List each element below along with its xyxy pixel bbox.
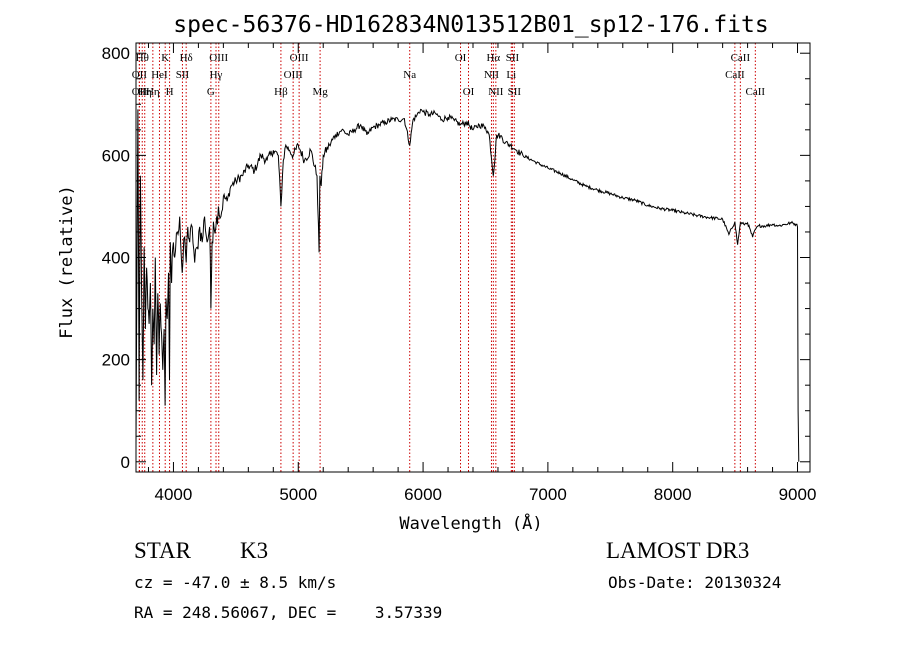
spectral-line-label: OIII: [284, 69, 303, 81]
flux-series-line: [135, 108, 800, 462]
spectral-line-label: OI: [463, 86, 475, 98]
spectral-line-label: NII: [484, 69, 500, 81]
chart-title: spec-56376-HD162834N013512B01_sp12-176.f…: [173, 12, 768, 38]
spectral-line-label: OII: [132, 69, 148, 81]
spectral-line-label: Hη: [138, 86, 152, 98]
spectral-line-labels: OIIOIIHθHηHηHeIKHSIIHδGHγOIIIHβOIIIOIIIM…: [132, 52, 766, 98]
x-axis-label: Wavelength (Å): [399, 512, 542, 534]
spectral-line-label: SII: [176, 69, 190, 81]
series-layer: [135, 108, 800, 462]
object-class: STAR: [134, 538, 191, 563]
plot-frame: [135, 42, 811, 473]
spectral-line-label: Hγ: [210, 69, 223, 81]
spectral-line-label: K: [161, 52, 169, 64]
survey-name: LAMOST DR3: [606, 538, 750, 563]
spectral-line-label: Hα: [486, 52, 500, 64]
x-tick-label: 4000: [155, 485, 193, 504]
x-tick-label: 8000: [654, 485, 692, 504]
spectral-line-label: NII: [488, 86, 504, 98]
x-tick-label: 9000: [779, 485, 817, 504]
spectral-line-label: SII: [508, 86, 522, 98]
spectral-line-label: SII: [506, 52, 520, 64]
spectral-line-label: CaII: [746, 86, 766, 98]
y-axis: 0 200 400 600 800: [102, 44, 810, 472]
spectral-line-label: OI: [455, 52, 467, 64]
redshift-cz: cz = -47.0 ± 8.5 km/s: [134, 573, 337, 592]
spectral-line-label: Li: [506, 69, 516, 81]
spectral-line-label: OII: [132, 86, 148, 98]
y-tick-label: 400: [102, 249, 130, 268]
x-axis: 4000 5000 6000 7000 8000 9000: [147, 43, 817, 504]
spectral-line-label: H: [166, 86, 174, 98]
spectral-line-label: HeI: [151, 69, 168, 81]
y-tick-label: 800: [102, 44, 130, 63]
object-subclass: K3: [240, 538, 269, 563]
spectral-line-label: G: [207, 86, 215, 98]
x-tick-label: 7000: [529, 485, 567, 504]
spectral-line-label: Na: [403, 69, 416, 81]
x-tick-label: 6000: [404, 485, 442, 504]
spectral-line-label: Hθ: [136, 52, 149, 64]
y-tick-label: 600: [102, 146, 130, 165]
spectral-line-label: OIII: [290, 52, 309, 64]
coordinates: RA = 248.56067, DEC = 3.57339: [134, 603, 443, 622]
spectral-line-label: CaII: [731, 52, 751, 64]
observation-date: Obs-Date: 20130324: [608, 573, 782, 592]
spectral-line-label: OIII: [209, 52, 228, 64]
spectral-line-label: Mg: [312, 86, 328, 98]
y-axis-label: Flux (relative): [57, 185, 77, 339]
spectral-line-label: Hη: [146, 86, 160, 98]
spectral-line-label: Hδ: [180, 52, 193, 64]
spectral-line-markers: [138, 43, 756, 472]
spectral-line-label: Hβ: [274, 86, 288, 98]
spectral-line-label: CaII: [725, 69, 745, 81]
x-tick-label: 5000: [279, 485, 317, 504]
y-tick-label: 200: [102, 351, 130, 370]
y-tick-label: 0: [121, 453, 130, 472]
